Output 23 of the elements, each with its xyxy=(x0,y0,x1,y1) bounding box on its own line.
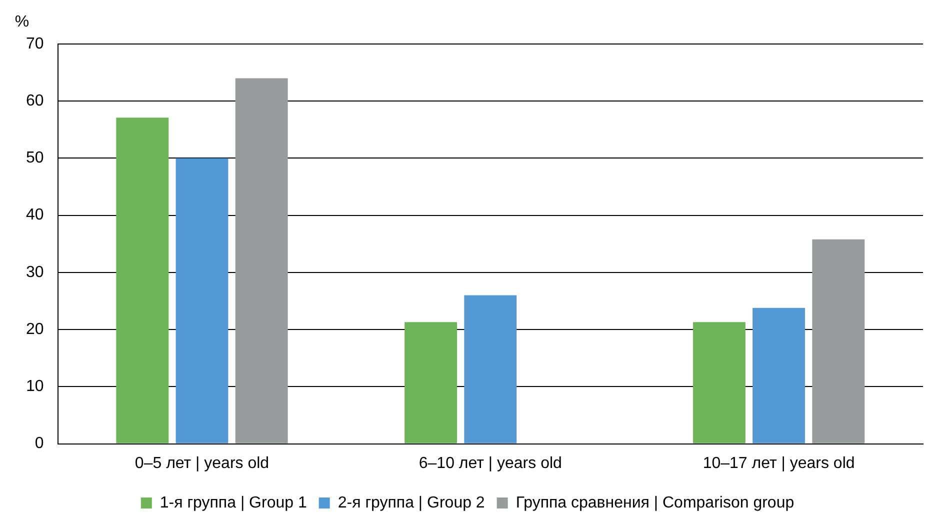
bar xyxy=(235,78,288,444)
y-tick-label: 50 xyxy=(26,150,44,167)
bar xyxy=(812,239,865,444)
y-axis-title: % xyxy=(14,13,30,30)
bar xyxy=(692,322,746,444)
x-tick-label: 0–5 лет | years old xyxy=(134,454,270,472)
x-tick-label: 6–10 лет | years old xyxy=(418,454,562,472)
y-tick-label: 70 xyxy=(26,35,44,52)
y-tick-label: 60 xyxy=(26,92,44,110)
bar xyxy=(752,308,806,444)
y-tick-label: 0 xyxy=(34,435,44,452)
y-tick-label: 40 xyxy=(26,206,44,224)
bar xyxy=(464,295,517,444)
bar xyxy=(176,158,228,444)
bar xyxy=(404,322,458,444)
y-tick-label: 20 xyxy=(26,320,44,338)
legend-label: Группа сравнения | Comparison group xyxy=(516,494,794,512)
legend-label: 2-я группа | Group 2 xyxy=(338,494,485,512)
bar xyxy=(116,118,169,444)
y-tick-label: 10 xyxy=(26,378,44,396)
x-tick-label: 10–17 лет | years old xyxy=(702,454,855,472)
y-tick-label: 30 xyxy=(26,264,44,281)
legend-label: 1-я группа | Group 1 xyxy=(160,494,307,512)
